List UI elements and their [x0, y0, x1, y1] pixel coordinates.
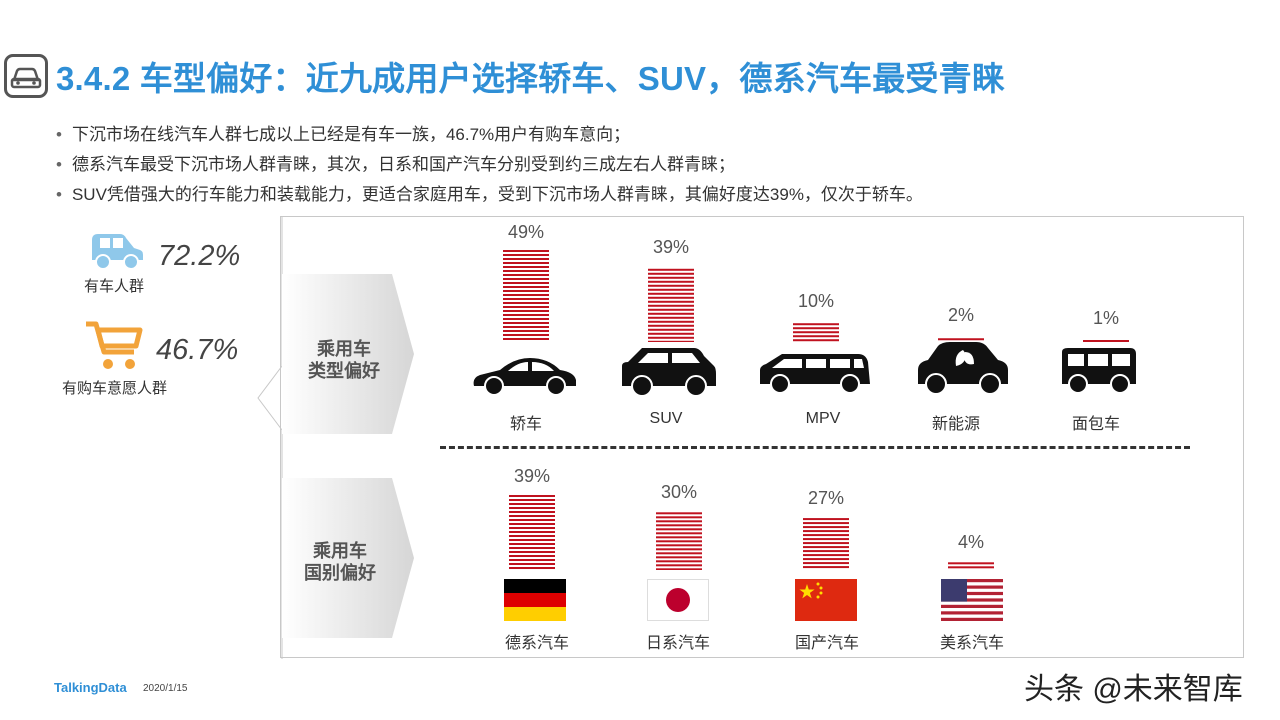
section-label-country: 乘用车 国别偏好 [304, 541, 376, 583]
footer-date: 2020/1/15 [143, 683, 188, 694]
category-label-van: 面包车 [1071, 416, 1120, 433]
category-label-domestic: 国产汽车 [794, 635, 859, 652]
bullet-list: 下沉市场在线汽车人群七成以上已经是有车一族，46.7%用户有购车意向； 德系汽车… [56, 120, 923, 210]
suv-icon [622, 348, 716, 397]
chevron-type [282, 274, 414, 434]
shopping-cart-icon [82, 318, 146, 379]
data-label-german: 39% [513, 466, 551, 486]
bar-德系汽车 [509, 495, 555, 569]
bar-SUV [648, 268, 694, 342]
bullet-item: 下沉市场在线汽车人群七成以上已经是有车一族，46.7%用户有购车意向； [56, 120, 923, 150]
data-label-domestic: 27% [807, 488, 845, 508]
bar-MPV [793, 323, 839, 342]
bar-国产汽车 [803, 518, 849, 569]
sedan-icon [473, 358, 576, 396]
bullet-item: 德系汽车最受下沉市场人群青睐，其次，日系和国产汽车分别受到约三成左右人群青睐； [56, 150, 923, 180]
category-label-suv: SUV [649, 410, 683, 427]
category-label-sedan: 轿车 [509, 416, 542, 433]
stat-value-car-owner: 72.2% [158, 240, 241, 272]
chevron-country [282, 478, 414, 638]
data-label-van: 1% [1092, 308, 1119, 328]
watermark: 头条 @未来智库 [1024, 673, 1243, 706]
data-label-sedan: 49% [507, 222, 545, 242]
bar-面包车 [1083, 340, 1129, 342]
data-label-japanese: 30% [660, 482, 698, 502]
germany-flag-icon [504, 579, 566, 621]
stat-value-purchase-intent: 46.7% [156, 334, 239, 366]
bullet-item: SUV凭借强大的行车能力和装载能力，更适合家庭用车，受到下沉市场人群青睐，其偏好… [56, 180, 923, 210]
data-label-american: 4% [957, 532, 984, 552]
page-title: 3.4.2 车型偏好：近九成用户选择轿车、SUV，德系汽车最受青睐 [56, 60, 1006, 97]
category-label-japanese: 日系汽车 [645, 635, 710, 652]
usa-flag-icon [941, 579, 1003, 621]
stat-label-purchase-intent: 有购车意愿人群 [62, 380, 168, 397]
car-owner-icon [86, 226, 148, 279]
footer-logo: TalkingData [54, 680, 127, 695]
bar-新能源 [938, 338, 984, 341]
data-label-new-energy: 2% [947, 305, 974, 325]
bar-美系汽车 [948, 562, 994, 569]
divider [440, 446, 1190, 449]
section-label-type: 乘用车 类型偏好 [308, 339, 380, 381]
van-icon [1062, 348, 1136, 394]
car-icon [4, 54, 48, 98]
data-label-mpv: 10% [797, 291, 835, 311]
china-flag-icon [795, 579, 857, 621]
category-label-mpv: MPV [805, 410, 841, 427]
chart-panel [280, 216, 1244, 658]
category-label-german: 德系汽车 [504, 635, 569, 652]
category-label-american: 美系汽车 [939, 635, 1004, 652]
new-energy-car-icon [918, 342, 1008, 395]
bar-轿车 [503, 250, 549, 340]
category-label-new-energy: 新能源 [931, 416, 980, 433]
mpv-icon [760, 354, 870, 394]
bar-日系汽车 [656, 512, 702, 570]
data-label-suv: 39% [652, 237, 690, 257]
japan-flag-icon [647, 579, 709, 621]
stat-label-car-owner: 有车人群 [84, 278, 145, 295]
